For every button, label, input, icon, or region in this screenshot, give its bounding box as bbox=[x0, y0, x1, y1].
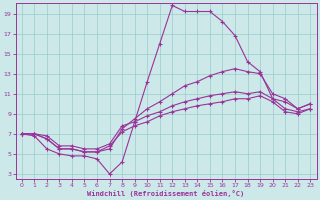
X-axis label: Windchill (Refroidissement éolien,°C): Windchill (Refroidissement éolien,°C) bbox=[87, 190, 245, 197]
